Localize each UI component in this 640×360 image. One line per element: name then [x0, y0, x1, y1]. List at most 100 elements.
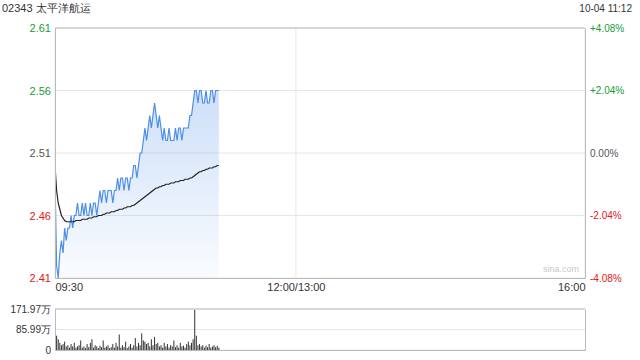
volume-bar	[214, 345, 215, 350]
volume-bar	[59, 343, 60, 350]
volume-bar	[138, 343, 139, 350]
volume-bar	[106, 346, 107, 350]
volume-bar	[114, 348, 115, 350]
volume-right-axis	[585, 310, 586, 351]
volume-x-axis	[56, 350, 586, 351]
volume-y-axis: 171.97万85.99万0	[10, 304, 55, 356]
tick: 2.46	[30, 210, 55, 222]
tick-label: +4.08%	[590, 23, 624, 34]
volume-bar	[124, 347, 125, 350]
volume-bar	[83, 346, 84, 350]
frame	[55, 28, 585, 29]
tick-label: 85.99万	[16, 324, 51, 335]
volume-bar	[143, 340, 144, 350]
volume-bar	[196, 336, 197, 350]
axis-line	[56, 350, 586, 351]
title: 02343 太平洋航运	[2, 2, 91, 14]
volume-bar	[169, 348, 170, 350]
volume-bar	[210, 348, 211, 350]
volume-bar	[197, 345, 198, 350]
volume-bar	[217, 346, 218, 350]
volume-bar	[91, 339, 92, 350]
volume-bar	[151, 339, 152, 350]
tick-label: 12:00/13:00	[267, 281, 325, 293]
tick: 2.41	[30, 272, 55, 284]
volume-bar	[185, 348, 186, 350]
volume-bar	[120, 348, 121, 350]
plot-area	[55, 91, 219, 279]
volume-bar	[148, 343, 149, 350]
tick-label: -4.08%	[590, 273, 622, 284]
price-area	[55, 91, 219, 279]
grid-line	[55, 153, 585, 154]
axis-line	[56, 278, 586, 279]
subtitle: 10-04 11:12	[579, 3, 632, 14]
volume-bar	[64, 342, 65, 350]
volume-bar	[186, 344, 187, 350]
tick-label: 16:00	[558, 281, 586, 293]
y-axis: 2.612.562.512.462.41	[30, 22, 56, 284]
volume-bar	[199, 344, 200, 350]
volume-bar	[56, 336, 57, 350]
tick-label: +2.04%	[590, 85, 624, 96]
tick: 12:00/13:00	[267, 278, 325, 293]
tick-label: 0.00%	[590, 148, 618, 159]
volume-bar	[132, 348, 133, 350]
y2-axis: +4.08% +2.04% 0.00% -2.04% -4.08%	[585, 23, 624, 284]
tick-label: 2.56	[30, 85, 51, 97]
grid-line	[55, 350, 585, 351]
volume-bar	[165, 346, 166, 350]
volume-bar	[109, 348, 110, 350]
volume-bar	[117, 346, 118, 350]
tick: -2.04%	[585, 210, 622, 221]
volume-bar	[77, 346, 78, 350]
grid-line	[55, 329, 585, 330]
frame	[55, 309, 585, 310]
grid-line	[55, 28, 585, 29]
grid	[55, 28, 585, 278]
volume-bar	[218, 348, 219, 350]
volume-bar	[111, 347, 112, 350]
volume-bar	[133, 345, 134, 350]
grid-line	[295, 28, 296, 278]
volume-bar	[96, 346, 97, 350]
volume-bar	[66, 346, 67, 350]
x-axis: 09:30 12:00/13:00 16:00	[56, 278, 586, 293]
volume-bar	[61, 345, 62, 350]
tick-label: -2.04%	[590, 210, 622, 221]
volume-bar	[67, 345, 68, 350]
volume-bar	[180, 343, 181, 350]
volume-bar	[90, 343, 91, 350]
volume-bar	[201, 346, 202, 350]
grid-line	[585, 28, 586, 278]
volume-bar	[135, 338, 136, 350]
volume-bar	[193, 339, 194, 350]
tick: 09:30	[56, 278, 84, 293]
grid-line	[55, 28, 56, 278]
volume-bar	[130, 344, 131, 350]
axis-line	[55, 29, 56, 279]
volume-bar	[79, 345, 80, 350]
tick-label: 2.51	[30, 147, 51, 159]
volume-bar	[98, 348, 99, 350]
volume-bar	[108, 345, 109, 350]
volume-bar	[99, 346, 100, 350]
volume-bar	[167, 344, 168, 350]
axis-line	[55, 310, 56, 351]
volume-bar	[71, 344, 72, 350]
grid	[55, 309, 585, 350]
volume-bar	[173, 340, 174, 350]
volume-bar	[128, 346, 129, 350]
volume-bar	[112, 344, 113, 350]
volume-bar	[177, 345, 178, 350]
tick: 16:00	[558, 278, 586, 293]
volume-bar	[85, 348, 86, 350]
volume-bar	[140, 345, 141, 350]
volume-bar	[82, 348, 83, 350]
volume-bar	[175, 347, 176, 350]
volume-bar	[152, 345, 153, 350]
average-line	[55, 166, 219, 222]
volume-bar	[127, 348, 128, 350]
volume-bar	[103, 340, 104, 350]
tick: +4.08%	[585, 23, 624, 34]
